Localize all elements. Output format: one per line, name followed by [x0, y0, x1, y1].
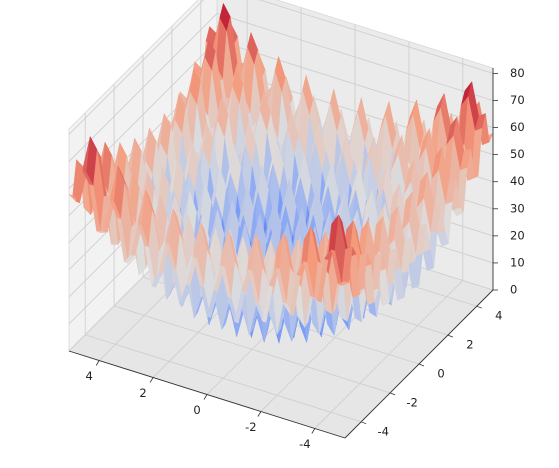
y-tick-mark [361, 421, 367, 425]
y-tick-mark [447, 334, 454, 338]
x-tick-label: 2 [139, 386, 146, 400]
z-tick-label: 20 [510, 228, 525, 242]
z-gridline [68, 0, 494, 135]
z-tick-label: 30 [510, 201, 525, 215]
y-tick-mark [418, 363, 425, 367]
z-gridline [68, 12, 494, 162]
surface-mesh [68, 2, 494, 344]
y-tick-label: -4 [377, 424, 388, 438]
z-tick-label: 80 [510, 66, 525, 80]
x-tick-mark [311, 428, 316, 434]
y-tick-mark [476, 305, 482, 309]
z-tick-label: 40 [510, 174, 525, 188]
y-tick-label: 0 [437, 367, 444, 381]
y-tick-label: 4 [495, 309, 502, 323]
x-tick-label: -2 [245, 420, 256, 434]
y-tick-label: 2 [466, 338, 473, 352]
x-tick-label: -4 [299, 437, 310, 451]
x-tick-mark [149, 377, 154, 383]
z-tick-label: 60 [510, 120, 525, 134]
z-tick-label: 0 [510, 283, 517, 297]
z-tick-label: 10 [510, 255, 525, 269]
x-tick-label: 0 [193, 403, 200, 417]
x-tick-mark [95, 360, 100, 366]
surface-facet [337, 281, 350, 286]
z-tick-label: 50 [510, 147, 525, 161]
x-tick-mark [257, 411, 262, 417]
x-tick-mark [203, 394, 208, 400]
z-tick-label: 70 [510, 93, 525, 107]
x-tick-label: 4 [86, 369, 93, 383]
y-tick-label: -2 [406, 395, 417, 409]
y-tick-mark [389, 392, 396, 396]
